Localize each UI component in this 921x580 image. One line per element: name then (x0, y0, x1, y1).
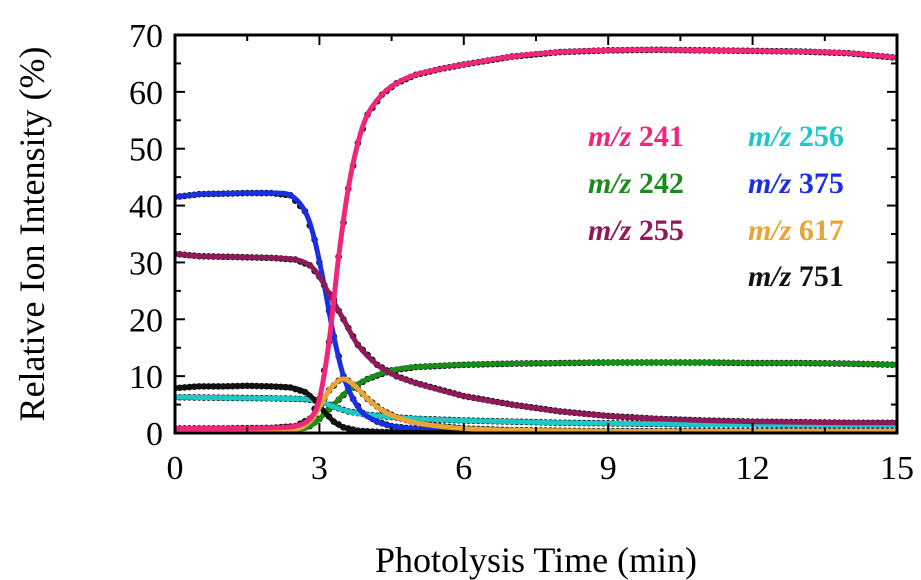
ticks-layer: 0 3 6 9 12 15 0 10 20 30 40 50 60 70 (129, 18, 914, 487)
y-tick-label: 0 (146, 416, 163, 453)
legend-value: 242 (631, 167, 684, 200)
legend-entry-751: m/z 751 (748, 260, 844, 293)
legend-entry-242: m/z 242 (588, 167, 684, 200)
legend-value: 617 (791, 214, 844, 247)
legend-entry-241: m/z 241 (588, 120, 684, 153)
legend-value: 751 (791, 260, 844, 293)
legend-prefix: m/z (748, 120, 792, 153)
legend-prefix: m/z (588, 167, 632, 200)
legend-prefix: m/z (748, 214, 792, 247)
series-line-241 (175, 47, 897, 431)
legend-value: 375 (791, 167, 844, 200)
series-line-256 (175, 394, 897, 428)
series-layer (175, 46, 897, 433)
x-tick-label: 6 (455, 450, 472, 487)
legend-entry-255: m/z 255 (588, 214, 684, 247)
legend-value: 255 (631, 214, 684, 247)
legend-prefix: m/z (588, 120, 632, 153)
legend-prefix: m/z (748, 260, 792, 293)
y-tick-label: 60 (129, 75, 163, 112)
x-tick-label: 9 (600, 450, 617, 487)
x-tick-label: 0 (167, 450, 184, 487)
y-axis-title: Relative Ion Intensity (%) (12, 47, 52, 422)
series-line-255 (175, 251, 897, 426)
legend-value: 256 (791, 120, 844, 153)
legend-entry-256: m/z 256 (748, 120, 844, 153)
x-tick-label: 3 (311, 450, 328, 487)
y-tick-label: 50 (129, 132, 163, 169)
x-axis-title: Photolysis Time (min) (375, 540, 697, 580)
y-tick-label: 20 (129, 302, 163, 339)
x-tick-label: 12 (736, 450, 770, 487)
legend-entry-375: m/z 375 (748, 167, 844, 200)
legend-prefix: m/z (588, 214, 632, 247)
x-tick-label: 15 (880, 450, 914, 487)
y-tick-label: 40 (129, 189, 163, 226)
legend-entry-617: m/z 617 (748, 214, 844, 247)
y-tick-label: 70 (129, 18, 163, 55)
y-tick-label: 10 (129, 359, 163, 396)
y-tick-label: 30 (129, 245, 163, 282)
legend-value: 241 (631, 120, 684, 153)
legend-prefix: m/z (748, 167, 792, 200)
